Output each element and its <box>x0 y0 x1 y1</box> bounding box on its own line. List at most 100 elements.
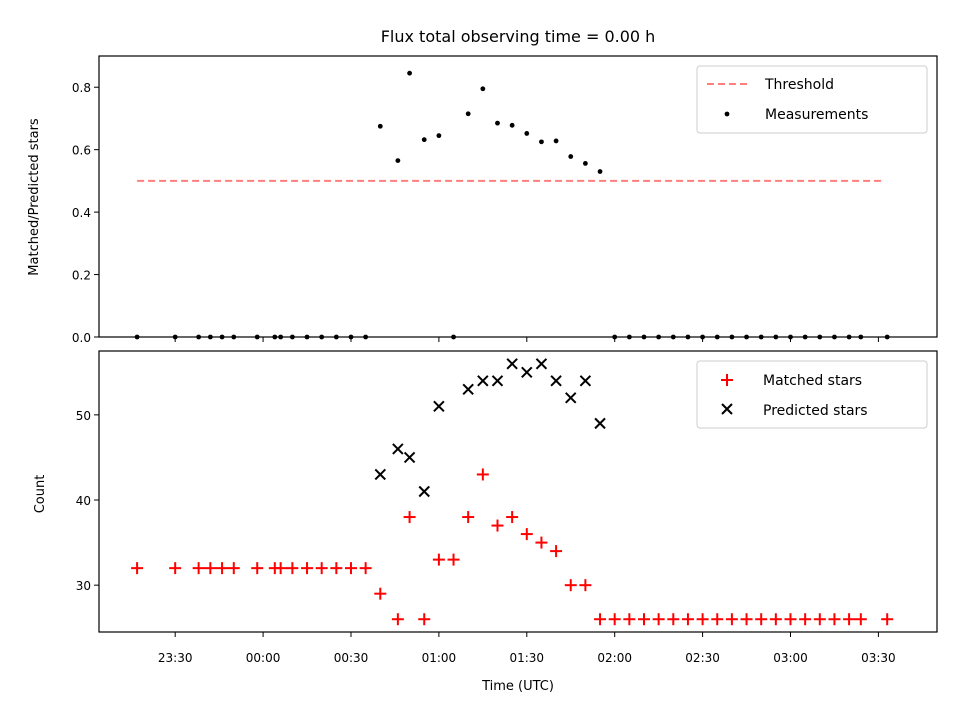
matched-stars-point <box>740 613 753 626</box>
y-tick-label: 0.8 <box>72 81 91 95</box>
matched-stars-point <box>843 613 856 626</box>
measurements-point <box>670 334 676 340</box>
count-x-axis: 23:30 00:00 00:30 01:00 01:30 02:00 02:30 03:00… <box>158 632 896 665</box>
measurements-point <box>436 133 442 139</box>
matched-stars-point <box>799 613 812 626</box>
measurements-point <box>348 334 354 340</box>
measurements-point <box>656 334 662 340</box>
measurements-point <box>480 86 486 92</box>
measurements-point <box>539 139 544 145</box>
matched-stars-point <box>359 562 372 575</box>
measurements-point <box>407 70 412 76</box>
predicted-stars-point <box>403 451 416 464</box>
matched-stars-point <box>301 562 314 575</box>
measurements-point <box>744 334 749 340</box>
matched-stars-point <box>251 562 264 575</box>
measurements-point <box>395 158 401 163</box>
count-panel: 30 40 50 23:30 00:00 00:30 01:00 01:30 02:00 02:… <box>33 350 938 694</box>
measurements-point <box>196 334 202 340</box>
matched-stars-point <box>432 553 445 566</box>
ratio-y-axis-label: Matched/Predicted stars <box>27 118 42 276</box>
measurements-point <box>421 137 427 143</box>
measurements-point <box>568 154 574 159</box>
measurements-point <box>714 334 720 340</box>
predicted-stars-point <box>433 400 445 413</box>
matched-stars-point <box>274 562 287 575</box>
measurements-point <box>626 334 632 340</box>
x-tick-label: 00:00 <box>246 651 281 665</box>
ratio-y-axis: 0.0 0.2 0.4 0.6 0.8 <box>72 81 99 345</box>
x-tick-label: 03:00 <box>773 651 808 665</box>
measurements-legend-label: Measurements <box>765 107 868 123</box>
matched-stars-point <box>681 613 694 626</box>
matched-stars-point <box>374 587 387 600</box>
x-tick-label: 01:00 <box>422 651 457 665</box>
matched-stars-point <box>637 613 650 626</box>
measurements-point <box>817 334 823 340</box>
matched-stars-point <box>769 613 782 626</box>
measurements-point <box>377 123 383 129</box>
matched-stars-point <box>579 579 592 592</box>
measurements-legend-marker <box>724 111 730 117</box>
matched-stars-point <box>227 562 240 575</box>
measurements-point <box>773 334 779 340</box>
measurements-point <box>832 334 837 340</box>
predicted-stars-point <box>594 417 606 430</box>
matched-stars-point <box>535 536 548 549</box>
matched-stars-point <box>476 468 489 481</box>
measurements-point <box>272 334 278 340</box>
matched-stars-point <box>564 579 577 592</box>
matched-stars-point <box>550 545 563 558</box>
measurements-point <box>304 334 310 340</box>
measurements-point <box>333 334 339 340</box>
y-tick-label: 50 <box>76 409 91 423</box>
matched-stars-point <box>506 511 519 524</box>
x-tick-label: 23:30 <box>158 651 193 665</box>
matched-stars-point <box>169 562 182 575</box>
measurements-point <box>509 122 515 128</box>
matched-stars-point <box>315 562 328 575</box>
predicted-stars-point <box>462 383 474 396</box>
matched-stars-point <box>192 562 205 575</box>
matched-stars-point <box>696 613 709 626</box>
matched-stars-point <box>204 562 217 575</box>
measurements-point <box>231 334 237 340</box>
ratio-panel: 0.00.20.40.60.8 Matched/Predicted stars … <box>27 55 938 345</box>
predicted-stars-point <box>521 366 533 378</box>
x-tick-label: 02:00 <box>597 651 632 665</box>
predicted-stars-point <box>374 468 386 481</box>
x-tick-label: 02:30 <box>685 651 720 665</box>
y-tick-label: 40 <box>76 494 91 508</box>
measurements-point <box>319 334 325 340</box>
count-y-axis-label: Count <box>33 475 48 514</box>
measurements-point <box>884 334 890 340</box>
measurements-point <box>641 334 647 340</box>
matched-stars-point <box>286 562 299 575</box>
predicted-legend-label: Predicted stars <box>763 403 868 419</box>
measurements-point <box>597 169 603 174</box>
ratio-plot-frame <box>98 55 938 338</box>
predicted-stars-point <box>392 443 404 455</box>
ratio-legend-box <box>696 65 928 134</box>
x-tick-label: 01:30 <box>509 651 544 665</box>
measurements-point <box>729 334 735 340</box>
matched-stars-point <box>784 613 797 626</box>
measurements-point <box>451 334 456 340</box>
matched-stars-point <box>623 613 636 626</box>
measurements-point <box>465 111 471 117</box>
matched-stars-point <box>447 553 460 566</box>
matched-stars-point <box>330 562 343 575</box>
measurements-point <box>495 120 500 126</box>
chart-title: Flux total observing time = 0.00 h <box>381 27 656 46</box>
y-tick-label: 0.2 <box>72 269 91 283</box>
matched-legend-label: Matched stars <box>763 373 862 389</box>
matched-stars-point <box>491 519 504 532</box>
measurements-point <box>758 334 764 340</box>
count-y-axis: 30 40 50 <box>76 409 99 593</box>
matched-stars-point <box>403 511 416 524</box>
count-legend-box <box>696 360 928 429</box>
ratio-legend: Threshold Measurements <box>696 65 928 134</box>
matched-stars-point <box>462 511 475 524</box>
count-plot-frame <box>98 350 938 633</box>
y-tick-label: 30 <box>76 579 91 593</box>
